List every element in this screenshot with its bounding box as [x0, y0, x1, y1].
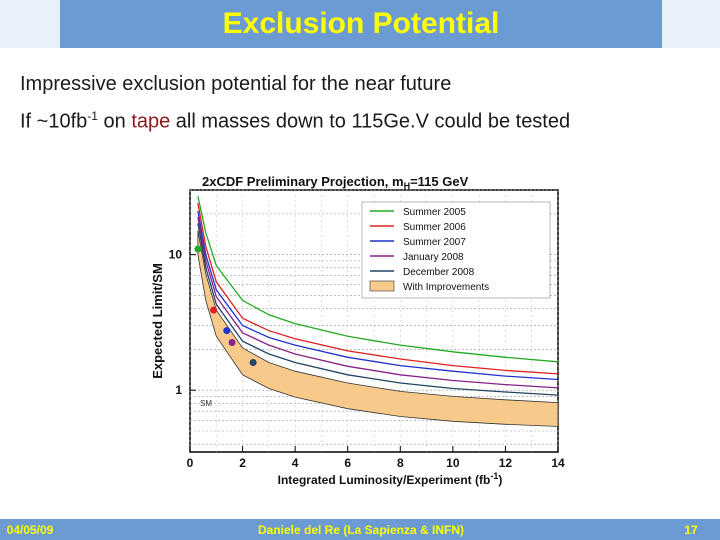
series-line-summer-2006 — [197, 202, 559, 375]
legend-label: With Improvements — [403, 282, 489, 293]
legend-label: Summer 2007 — [403, 237, 466, 248]
data-point-marker — [249, 359, 257, 367]
x-tick-label: 12 — [499, 456, 513, 470]
series-line-january-2008 — [197, 216, 559, 389]
title-corner-right — [662, 0, 720, 48]
bullet-2-pre: If ~10fb — [20, 110, 88, 133]
lines-group — [197, 196, 559, 396]
series-line-summer-2005 — [197, 196, 559, 363]
legend: Summer 2005 Summer 2006 Summer 2007 January… — [361, 201, 551, 299]
data-point-marker — [223, 327, 231, 335]
band-group — [197, 230, 559, 427]
x-tick-label: 2 — [239, 456, 246, 470]
title-corner-left — [0, 0, 60, 48]
bullet-1-text: Impressive exclusion potential for the n… — [20, 73, 452, 95]
bullet-2-sup: -1 — [87, 109, 98, 123]
bullet-2-post: all masses down to 115Ge.V could be test… — [170, 110, 571, 133]
y-tick-label: 1 — [175, 383, 182, 397]
data-point-marker — [210, 306, 218, 314]
legend-label: December 2008 — [403, 267, 475, 278]
legend-label: Summer 2005 — [403, 207, 466, 218]
exclusion-chart: 0 2 4 6 8 10 12 14 10 1 2xCDF Preliminary Project… — [150, 174, 565, 487]
band-with-improvements — [197, 230, 559, 427]
bullet-2: If ~10fb-1 on tape all masses down to 11… — [20, 100, 570, 138]
x-tick-label: 0 — [187, 456, 194, 470]
footer-author: Daniele del Re (La Sapienza & INFN) — [60, 519, 662, 540]
bullet-list: Impressive exclusion potential for the n… — [20, 68, 570, 138]
page-number: 17 — [662, 519, 720, 540]
markers-group — [194, 245, 257, 367]
bullet-2-mid: on — [97, 110, 132, 133]
data-point-marker — [228, 338, 236, 346]
x-axis-label: Integrated Luminosity/Experiment (fb-1) — [278, 471, 503, 487]
ticks-group: 0 2 4 6 8 10 12 14 10 1 — [169, 248, 565, 470]
legend-swatch-band — [369, 280, 395, 292]
data-point-marker — [194, 245, 202, 253]
series-line-summer-2007 — [197, 210, 559, 381]
bullet-2-highlight: tape — [131, 110, 171, 133]
series-line-december-2008 — [197, 223, 559, 396]
y-tick-label: 10 — [169, 248, 183, 262]
y-axis-label: Expected Limit/SM — [150, 263, 165, 379]
x-tick-label: 6 — [344, 456, 351, 470]
legend-label: January 2008 — [403, 252, 464, 263]
footer-date: 04/05/09 — [0, 519, 60, 540]
legend-label: Summer 2006 — [403, 222, 466, 233]
title-bar: Exclusion Potential — [60, 0, 662, 48]
chart-title: 2xCDF Preliminary Projection, mH=115 GeV — [202, 174, 469, 191]
slide-title: Exclusion Potential — [222, 7, 500, 40]
x-tick-label: 14 — [551, 456, 565, 470]
x-tick-label: 10 — [446, 456, 460, 470]
sm-label: SM — [200, 399, 212, 408]
bullet-1: Impressive exclusion potential for the n… — [20, 68, 570, 100]
x-tick-label: 4 — [292, 456, 299, 470]
footer: 04/05/09 Daniele del Re (La Sapienza & I… — [0, 519, 720, 540]
x-tick-label: 8 — [397, 456, 404, 470]
